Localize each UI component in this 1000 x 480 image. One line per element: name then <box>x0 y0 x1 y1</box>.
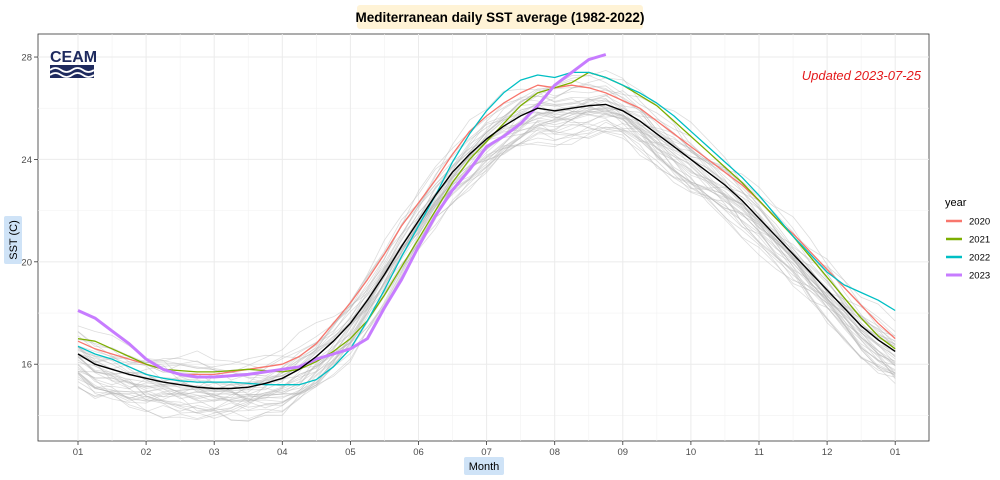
y-tick-label: 24 <box>21 155 32 166</box>
background-year-line <box>77 100 896 393</box>
x-tick-label: 08 <box>549 447 560 458</box>
legend-title: year <box>945 197 967 209</box>
background-year-line <box>77 114 896 406</box>
y-tick-label: 20 <box>21 257 32 268</box>
x-tick-label: 03 <box>209 447 220 458</box>
grid-minor <box>38 34 929 441</box>
legend-label-2023: 2023 <box>969 271 990 282</box>
background-year-line <box>77 106 896 398</box>
ceam-logo: CEAM <box>49 49 97 78</box>
x-axis-label-background <box>464 457 504 475</box>
background-year-line <box>77 123 896 413</box>
title-text: Mediterranean daily SST average (1982-20… <box>356 10 645 25</box>
background-year-line <box>77 69 896 372</box>
x-axis: 01 02 03 04 05 06 07 08 09 10 11 12 01 <box>73 441 901 458</box>
y-tick-label: 28 <box>21 53 32 64</box>
x-tick-label: 09 <box>618 447 629 458</box>
legend-label-2022: 2022 <box>969 253 990 264</box>
background-year-line <box>77 105 896 408</box>
climatology-line <box>77 103 896 390</box>
series-line-2021 <box>77 71 896 373</box>
x-tick-label: 01 <box>73 447 84 458</box>
x-tick-label: 01 <box>890 447 901 458</box>
background-year-line <box>77 105 896 402</box>
background-year-line <box>77 111 896 405</box>
chart-title: Mediterranean daily SST average (1982-20… <box>356 5 645 29</box>
background-year-line <box>77 79 896 383</box>
background-year-line <box>77 77 896 373</box>
background-year-line <box>77 103 896 402</box>
legend: year 2020 2021 2022 2023 <box>945 197 990 282</box>
background-year-line <box>77 98 896 398</box>
background-year-line <box>77 93 896 390</box>
y-tick-label: 16 <box>21 360 32 371</box>
x-tick-label: 06 <box>413 447 424 458</box>
legend-label-2020: 2020 <box>969 217 990 228</box>
background-year-line <box>77 122 896 420</box>
x-axis-label-text: Month <box>469 461 500 473</box>
y-axis-label-background <box>4 216 22 264</box>
x-tick-label: 05 <box>345 447 356 458</box>
x-tick-label: 11 <box>754 447 764 458</box>
title-background <box>357 5 643 29</box>
background-year-line <box>77 107 896 401</box>
series-lines <box>77 53 896 386</box>
background-year-line <box>77 111 896 402</box>
x-tick-label: 04 <box>277 447 288 458</box>
y-axis-label: SST (C) <box>4 216 22 264</box>
updated-annotation: Updated 2023-07-25 <box>802 68 922 83</box>
background-year-line <box>77 110 896 402</box>
logo-text: CEAM <box>50 49 97 66</box>
background-year-line <box>77 126 896 421</box>
background-year-line <box>77 114 896 420</box>
background-year-line <box>77 105 896 400</box>
background-year-line <box>77 119 896 421</box>
background-year-line <box>77 108 896 409</box>
grid-major <box>38 34 929 441</box>
x-tick-label: 12 <box>822 447 833 458</box>
background-year-line <box>77 126 896 413</box>
y-axis: 16 20 24 28 <box>21 53 38 371</box>
background-year-line <box>77 104 896 403</box>
plot-panel <box>37 33 930 442</box>
x-tick-label: 02 <box>141 447 152 458</box>
series-line-2023 <box>77 53 607 379</box>
x-tick-label: 10 <box>686 447 697 458</box>
legend-label-2021: 2021 <box>969 235 990 246</box>
x-tick-label: 07 <box>481 447 492 458</box>
climatology-line-group <box>77 103 896 390</box>
logo-wave-1 <box>49 67 95 73</box>
series-line-2022 <box>77 71 896 386</box>
background-year-line <box>77 85 896 381</box>
background-year-line <box>77 123 896 422</box>
y-axis-label-text: SST (C) <box>8 220 20 260</box>
logo-wave-2 <box>49 72 95 78</box>
background-year-line <box>77 91 896 392</box>
background-year-line <box>77 126 896 419</box>
x-axis-label: Month <box>464 457 504 475</box>
